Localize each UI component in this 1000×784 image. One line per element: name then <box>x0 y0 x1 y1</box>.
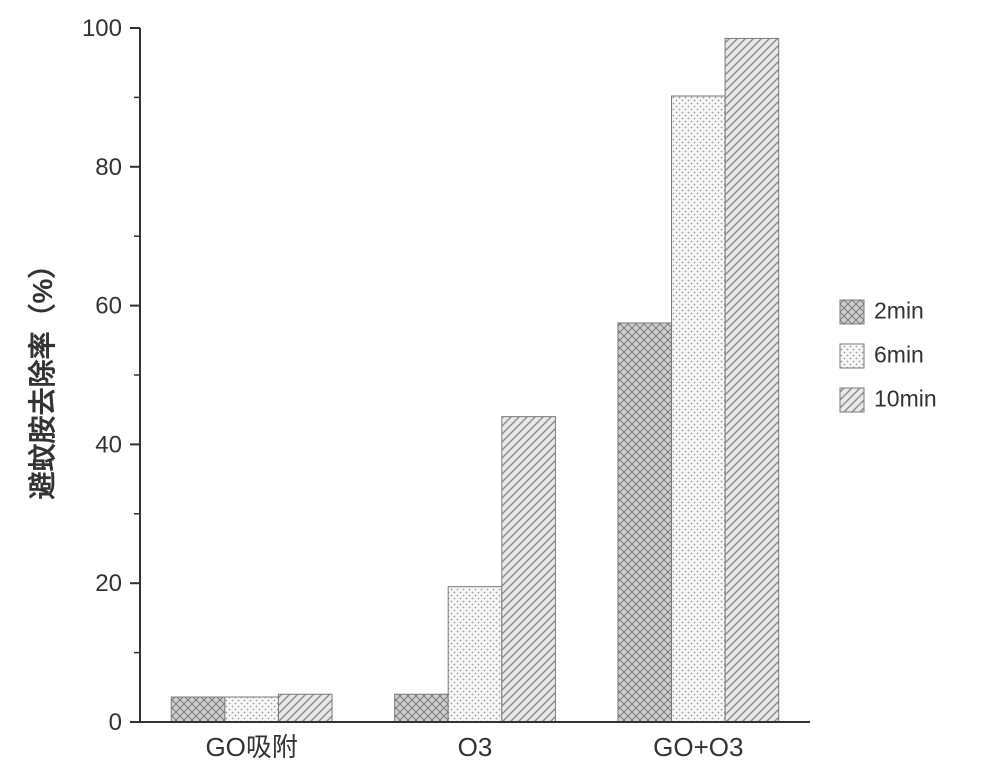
bar <box>618 323 672 722</box>
bar <box>171 697 225 722</box>
bar <box>395 694 449 722</box>
bar <box>725 38 779 722</box>
legend-label: 10min <box>874 386 937 412</box>
legend-swatch <box>840 300 864 324</box>
x-category-label: GO吸附 <box>205 732 297 762</box>
removal-rate-bar-chart: 0 20 40 60 80 100 避蚊胺去除率（%） GO吸附 O3 GO+O3 2min 6mi… <box>0 0 1000 784</box>
legend-swatch <box>840 344 864 368</box>
chart-svg: 0 20 40 60 80 100 避蚊胺去除率（%） GO吸附 O3 GO+O3 2min 6mi… <box>0 0 1000 784</box>
legend-label: 6min <box>874 342 924 368</box>
x-category-label: O3 <box>458 732 493 762</box>
y-tick-label: 40 <box>95 431 122 458</box>
legend-label: 2min <box>874 298 924 324</box>
y-tick-label: 100 <box>82 15 122 42</box>
x-category-label: GO+O3 <box>653 732 743 762</box>
bar <box>672 96 726 722</box>
bar <box>225 697 279 722</box>
y-tick-label: 60 <box>95 293 122 320</box>
bar <box>448 587 502 722</box>
legend-swatch <box>840 388 864 412</box>
y-tick-label: 20 <box>95 570 122 597</box>
bar <box>502 417 556 722</box>
y-tick-label: 80 <box>95 154 122 181</box>
bar <box>278 694 332 722</box>
y-axis-title: 避蚊胺去除率（%） <box>26 251 58 500</box>
y-tick-label: 0 <box>109 709 122 736</box>
